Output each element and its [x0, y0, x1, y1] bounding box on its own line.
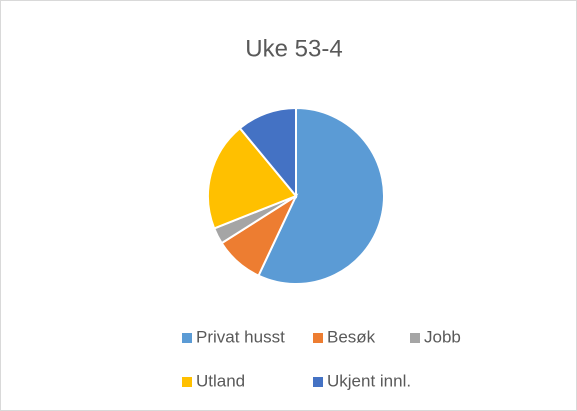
- legend-swatch: [313, 377, 323, 387]
- legend-label: Jobb: [424, 327, 461, 346]
- legend-label: Besøk: [327, 327, 376, 346]
- pie-slice: [238, 106, 297, 199]
- legend-label: Ukjent innl.: [327, 371, 411, 390]
- legend-swatch: [313, 333, 323, 343]
- legend-swatch: [182, 377, 192, 387]
- legend-swatch: [182, 333, 192, 343]
- chart-title: Uke 53-4: [245, 35, 342, 62]
- legend-swatch: [410, 333, 420, 343]
- pie-slice: [257, 106, 385, 285]
- pie-slice: [207, 126, 298, 230]
- legend-label: Utland: [196, 371, 245, 390]
- legend-label: Privat husst: [196, 327, 285, 346]
